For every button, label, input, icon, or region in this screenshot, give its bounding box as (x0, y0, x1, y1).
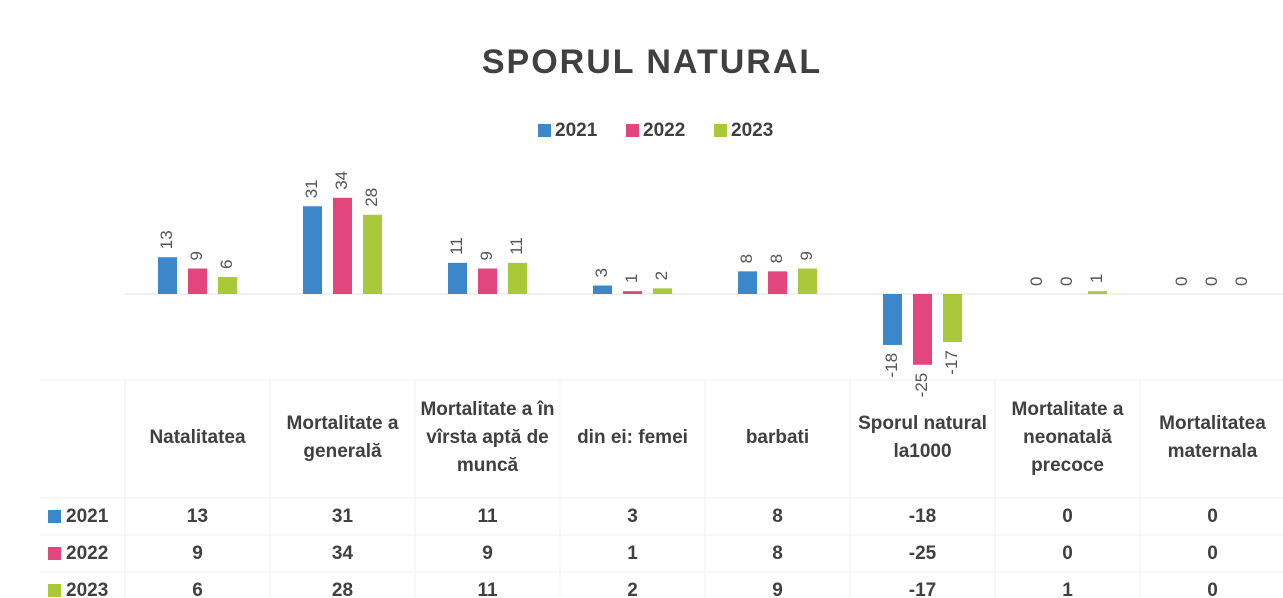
table-value: 9 (772, 580, 783, 598)
table-value: 1 (1062, 580, 1073, 598)
table-value: 3 (627, 506, 638, 527)
bar (623, 291, 642, 294)
table-value: 8 (772, 543, 783, 564)
table-value: 8 (772, 506, 783, 527)
data-label: 34 (332, 171, 351, 190)
legend-swatch (48, 510, 61, 523)
category-label: Mortalitate a generală (286, 413, 399, 462)
legend-label: 2021 (555, 120, 598, 141)
category-header: Mortalitate a în vîrsta aptă de muncă (420, 399, 555, 476)
bar (508, 262, 527, 294)
data-label: -18 (882, 353, 901, 378)
data-label: 0 (1027, 277, 1046, 286)
bar (1088, 291, 1107, 294)
data-label: 28 (362, 188, 381, 207)
data-label: 1 (1087, 274, 1106, 283)
category-label: Natalitatea (149, 427, 246, 448)
bar (188, 268, 207, 294)
data-label: 11 (447, 237, 466, 255)
table-value: 0 (1207, 506, 1218, 527)
category-header: Mortalitatea maternala (1159, 413, 1266, 462)
table-value: 9 (192, 543, 203, 564)
table-value: -17 (909, 580, 936, 598)
table-series-label: 2023 (66, 580, 108, 598)
bar (593, 285, 612, 294)
table-value: 0 (1062, 506, 1073, 527)
table-value: 2 (627, 580, 638, 598)
data-label: 6 (217, 260, 236, 269)
data-label: 8 (737, 254, 756, 263)
bar (798, 268, 817, 294)
table-value: 0 (1207, 543, 1218, 564)
category-header: barbati (745, 427, 810, 448)
data-label: 2 (652, 271, 671, 280)
category-label: Mortalitatea maternala (1159, 413, 1266, 462)
table-value: 0 (1207, 580, 1218, 598)
data-label: -17 (942, 350, 961, 375)
table-value: 9 (482, 543, 493, 564)
bar (303, 206, 322, 294)
bar (363, 214, 382, 294)
data-label: 0 (1172, 277, 1191, 286)
bar (913, 294, 932, 365)
bar (943, 294, 962, 343)
legend-swatch (626, 124, 639, 137)
bar (448, 262, 467, 294)
bar (333, 197, 352, 294)
category-label: Mortalitate a neonatală precoce (1011, 399, 1124, 476)
data-label: -25 (912, 373, 931, 398)
table-value: 0 (1062, 543, 1073, 564)
category-header: Sporul natural la1000 (858, 413, 987, 462)
category-label: barbati (745, 427, 810, 448)
bar (218, 277, 237, 294)
data-label: 31 (302, 179, 321, 198)
legend-swatch (538, 124, 551, 137)
category-header: din ei: femei (577, 427, 688, 448)
category-label: din ei: femei (577, 427, 688, 448)
category-header: Mortalitate a generală (286, 413, 399, 462)
data-label: 3 (592, 268, 611, 277)
category-label: Sporul natural la1000 (858, 413, 987, 462)
bar (768, 271, 787, 294)
bar (738, 271, 757, 294)
data-label: 0 (1057, 277, 1076, 286)
table-value: -18 (909, 506, 936, 527)
legend-swatch (48, 547, 61, 560)
data-label: 13 (157, 230, 176, 249)
table-value: -25 (909, 543, 937, 564)
category-label: Mortalitate a în vîrsta aptă de muncă (420, 399, 555, 476)
bar (883, 294, 902, 345)
legend-label: 2023 (731, 120, 773, 141)
data-label: 0 (1202, 277, 1221, 286)
category-header: Mortalitate a neonatală precoce (1011, 399, 1124, 476)
table-value: 6 (192, 580, 203, 598)
table-value: 11 (477, 580, 498, 598)
data-label: 1 (622, 274, 641, 283)
data-label: 9 (187, 251, 206, 260)
table-value: 28 (332, 580, 353, 598)
table-value: 11 (477, 506, 498, 527)
legend-swatch (48, 584, 61, 597)
data-label: 9 (477, 251, 496, 260)
table-value: 1 (627, 543, 638, 564)
data-label: 11 (507, 237, 526, 255)
category-header: Natalitatea (149, 427, 246, 448)
table-series-label: 2022 (66, 543, 108, 564)
table-value: 13 (187, 506, 208, 527)
table-value: 31 (332, 506, 354, 527)
chart-title: SPORUL NATURAL (482, 43, 822, 81)
table-value: 34 (332, 543, 354, 564)
legend-swatch (714, 124, 727, 137)
data-label: 0 (1232, 277, 1251, 286)
bar (653, 288, 672, 294)
data-label: 9 (797, 251, 816, 260)
bar (158, 257, 177, 294)
legend-label: 2022 (643, 120, 685, 141)
bar (478, 268, 497, 294)
data-label: 8 (767, 254, 786, 263)
table-series-label: 2021 (66, 506, 109, 527)
